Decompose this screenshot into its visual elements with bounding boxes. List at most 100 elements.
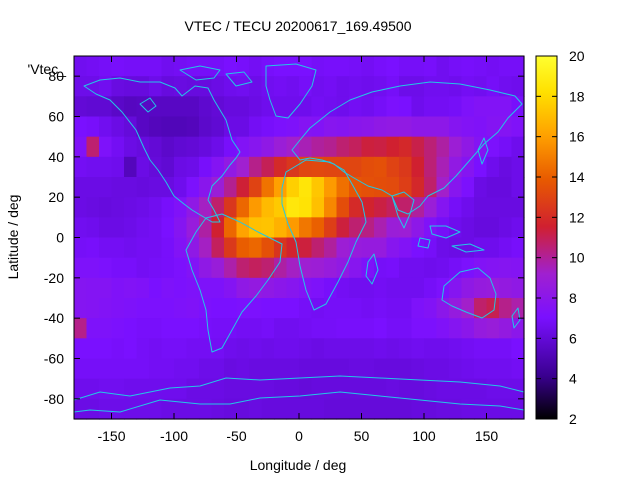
heatmap-cell [199, 358, 213, 380]
heatmap-cell [261, 76, 275, 97]
heatmap-cell [99, 197, 113, 218]
heatmap-cell [424, 277, 438, 299]
heatmap-cell [274, 96, 288, 118]
heatmap-cell [136, 378, 150, 400]
heatmap-cell [261, 318, 275, 339]
heatmap-cell [324, 96, 338, 118]
heatmap-cell [74, 56, 88, 77]
heatmap-cell [299, 177, 313, 198]
heatmap-cell [174, 136, 188, 158]
heatmap-cell [386, 257, 400, 279]
heatmap-cell [86, 56, 100, 77]
heatmap-cell [86, 136, 100, 158]
heatmap-cell [311, 237, 325, 259]
colorbar [535, 55, 558, 420]
heatmap-cell [399, 298, 413, 319]
heatmap-cell [486, 96, 500, 118]
heatmap-cell [86, 197, 100, 218]
heatmap-cell [311, 156, 325, 178]
heatmap-cell [336, 298, 350, 319]
heatmap-cell [161, 298, 175, 319]
heatmap-cell [261, 116, 275, 138]
heatmap-cell [186, 378, 200, 400]
heatmap-cell [499, 76, 513, 97]
heatmap-cell [311, 76, 325, 97]
heatmap-cell [211, 298, 225, 319]
heatmap-cell [411, 237, 425, 259]
heatmap-cell [336, 257, 350, 279]
heatmap-cell [174, 318, 188, 339]
heatmap-cell [174, 298, 188, 319]
heatmap-cell [424, 156, 438, 178]
heatmap-cell [336, 56, 350, 77]
colorbar-tick-label: 14 [569, 169, 585, 185]
heatmap-cell [161, 96, 175, 118]
heatmap-cell [336, 156, 350, 178]
heatmap-cell [174, 156, 188, 178]
heatmap-cell [199, 56, 213, 77]
heatmap-cell [261, 298, 275, 319]
heatmap-cell [136, 398, 150, 420]
heatmap-cell [236, 277, 250, 299]
heatmap-cell [486, 398, 500, 420]
heatmap-cell [474, 237, 488, 259]
heatmap-cell [386, 298, 400, 319]
heatmap-cell [174, 257, 188, 279]
heatmap-cell [411, 358, 425, 380]
heatmap-cell [336, 177, 350, 198]
heatmap-cell [311, 217, 325, 239]
heatmap-cell [374, 217, 388, 239]
heatmap-cell [449, 197, 463, 218]
heatmap-cell [499, 398, 513, 420]
heatmap-cell [111, 116, 125, 138]
heatmap-cell [211, 398, 225, 420]
heatmap-cell [336, 237, 350, 259]
heatmap-cell [111, 378, 125, 400]
heatmap-cell [149, 217, 163, 239]
heatmap-cell [99, 76, 113, 97]
heatmap-cell [386, 197, 400, 218]
heatmap-cell [486, 56, 500, 77]
heatmap-cell [199, 257, 213, 279]
x-tick-label: -100 [160, 428, 188, 444]
heatmap-cell [311, 136, 325, 158]
heatmap-cell [286, 76, 300, 97]
heatmap-cell [274, 197, 288, 218]
heatmap-cell [336, 197, 350, 218]
heatmap-cell [224, 318, 238, 339]
heatmap-cell [449, 338, 463, 360]
heatmap-cell [349, 237, 363, 259]
heatmap-cell [211, 76, 225, 97]
y-tick-label: 80 [48, 68, 64, 84]
heatmap-cell [411, 298, 425, 319]
heatmap-cell [86, 156, 100, 178]
heatmap-cell [399, 338, 413, 360]
heatmap-cell [99, 177, 113, 198]
heatmap-cell [74, 378, 88, 400]
heatmap-cell [186, 136, 200, 158]
heatmap-cell [224, 338, 238, 360]
x-tick-label: -50 [226, 428, 246, 444]
heatmap-cell [149, 177, 163, 198]
heatmap-cell [149, 237, 163, 259]
y-tick-label: -40 [44, 310, 64, 326]
heatmap-cell [449, 136, 463, 158]
colorbar-tick-label: 4 [569, 371, 577, 387]
heatmap-cell [224, 56, 238, 77]
heatmap-cell [436, 338, 450, 360]
heatmap-cell [224, 358, 238, 380]
heatmap-cell [486, 277, 500, 299]
heatmap-cell [299, 116, 313, 138]
heatmap-cell [236, 338, 250, 360]
heatmap-cell [274, 338, 288, 360]
heatmap-cell [211, 257, 225, 279]
heatmap-cell [474, 96, 488, 118]
heatmap-cell [274, 358, 288, 380]
heatmap-cell [486, 257, 500, 279]
heatmap-cell [286, 378, 300, 400]
heatmap-cell [186, 257, 200, 279]
heatmap-cell [449, 177, 463, 198]
heatmap-cell [511, 136, 525, 158]
heatmap-cell [399, 358, 413, 380]
heatmap-cell [349, 217, 363, 239]
